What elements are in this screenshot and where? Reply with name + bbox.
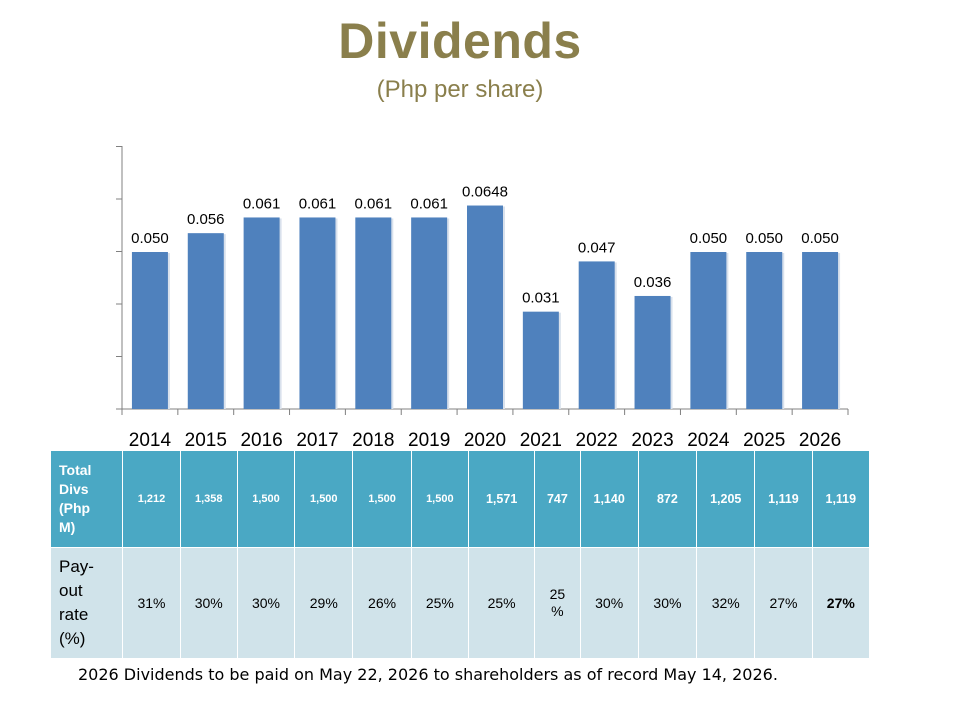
data-label: 0.0648 <box>462 184 508 201</box>
x-tick-label: 2017 <box>296 430 338 450</box>
total-divs-cell: 1,212 <box>122 450 181 548</box>
total-divs-cell: 1,571 <box>467 450 536 548</box>
total-divs-cell: 1,500 <box>294 450 354 548</box>
dividends-table: Total Divs (Php M) 1,212 1,358 1,500 1,5… <box>49 450 871 659</box>
total-divs-cell: 1,500 <box>410 450 469 548</box>
bar <box>187 233 224 409</box>
bar <box>634 295 671 409</box>
pay-out-cell: 30% <box>179 547 238 659</box>
pay-out-label-line: rate <box>59 605 89 624</box>
footnote: 2026 Dividends to be paid on May 22, 202… <box>78 665 778 684</box>
bar <box>690 252 727 409</box>
data-label: 0.050 <box>745 230 783 247</box>
pay-out-cell: 27% <box>811 547 871 659</box>
page-title: Dividends <box>338 13 582 69</box>
data-label: 0.047 <box>578 239 616 256</box>
total-divs-cell: 1,500 <box>236 450 296 548</box>
data-label: 0.061 <box>299 195 337 212</box>
dividends-bar-chart: 0.050 2014 0.056 2015 0.061 2016 0.061 2017 0.06… <box>116 146 849 450</box>
total-divs-label-line: M) <box>59 519 76 535</box>
total-divs-cell: 1,205 <box>696 450 756 548</box>
pay-out-cell: 30% <box>579 547 639 659</box>
x-tick-label: 2014 <box>129 430 172 450</box>
pay-out-cell: 26% <box>352 547 412 659</box>
x-tick-label: 2015 <box>185 430 227 450</box>
pay-out-cell: 25% <box>467 547 536 659</box>
total-divs-label-line: (Php <box>59 500 91 516</box>
x-tick-label: 2018 <box>352 430 394 450</box>
data-label: 0.050 <box>131 230 169 247</box>
total-divs-label-line: Divs <box>59 481 89 497</box>
total-divs-label-line: Total <box>59 462 92 478</box>
pay-out-cell: 29% <box>294 547 354 659</box>
pay-out-row: Pay- out rate (%) 31% 30% 30% 29% 26% 25… <box>49 547 871 659</box>
data-label: 0.031 <box>522 290 560 307</box>
bar <box>578 261 615 409</box>
data-label: 0.061 <box>410 195 448 212</box>
total-divs-cell: 1,140 <box>579 450 639 548</box>
total-divs-cell: 1,119 <box>754 450 813 548</box>
data-label: 0.036 <box>634 274 672 291</box>
x-tick-label: 2026 <box>799 430 841 450</box>
pay-out-label-line: Pay- <box>59 557 94 576</box>
bar <box>522 311 559 409</box>
pay-out-cell: 31% <box>122 547 181 659</box>
pay-out-cell: 32% <box>696 547 756 659</box>
pay-out-cell: 30% <box>236 547 296 659</box>
bar <box>355 217 392 409</box>
bar <box>243 217 280 409</box>
data-label: 0.056 <box>187 211 225 228</box>
x-tick-label: 2024 <box>687 430 730 450</box>
total-divs-row: Total Divs (Php M) 1,212 1,358 1,500 1,5… <box>49 450 871 548</box>
total-divs-cell: 1,119 <box>811 450 871 548</box>
data-label: 0.050 <box>801 230 839 247</box>
pay-out-label: Pay- out rate (%) <box>49 547 124 659</box>
data-label: 0.050 <box>690 230 728 247</box>
total-divs-cell: 872 <box>637 450 698 548</box>
x-tick-label: 2025 <box>743 430 785 450</box>
pay-out-wrapped-value: 25 % <box>549 586 566 619</box>
pay-out-label-line: (%) <box>59 629 86 648</box>
bar <box>411 217 448 409</box>
x-tick-label: 2022 <box>576 430 618 450</box>
data-label: 0.061 <box>355 195 393 212</box>
pay-out-cell: 25% <box>410 547 469 659</box>
pay-out-cell: 30% <box>637 547 698 659</box>
x-tick-label: 2019 <box>408 430 450 450</box>
bar <box>802 252 839 409</box>
x-tick-label: 2021 <box>520 430 562 450</box>
x-tick-label: 2016 <box>240 430 282 450</box>
bar <box>746 252 783 409</box>
total-divs-cell: 747 <box>534 450 581 548</box>
page-subtitle: (Php per share) <box>376 76 544 103</box>
x-tick-label: 2023 <box>631 430 673 450</box>
total-divs-cell: 1,500 <box>352 450 412 548</box>
pay-out-cell: 25 % <box>534 547 581 659</box>
bar <box>299 217 336 409</box>
total-divs-label: Total Divs (Php M) <box>49 450 124 548</box>
bar <box>467 205 503 409</box>
total-divs-cell: 1,358 <box>179 450 238 548</box>
pay-out-label-line: out <box>59 581 83 600</box>
pay-out-cell: 27% <box>754 547 813 659</box>
data-label: 0.061 <box>243 195 281 212</box>
bar <box>131 252 168 409</box>
x-tick-label: 2020 <box>464 430 506 450</box>
